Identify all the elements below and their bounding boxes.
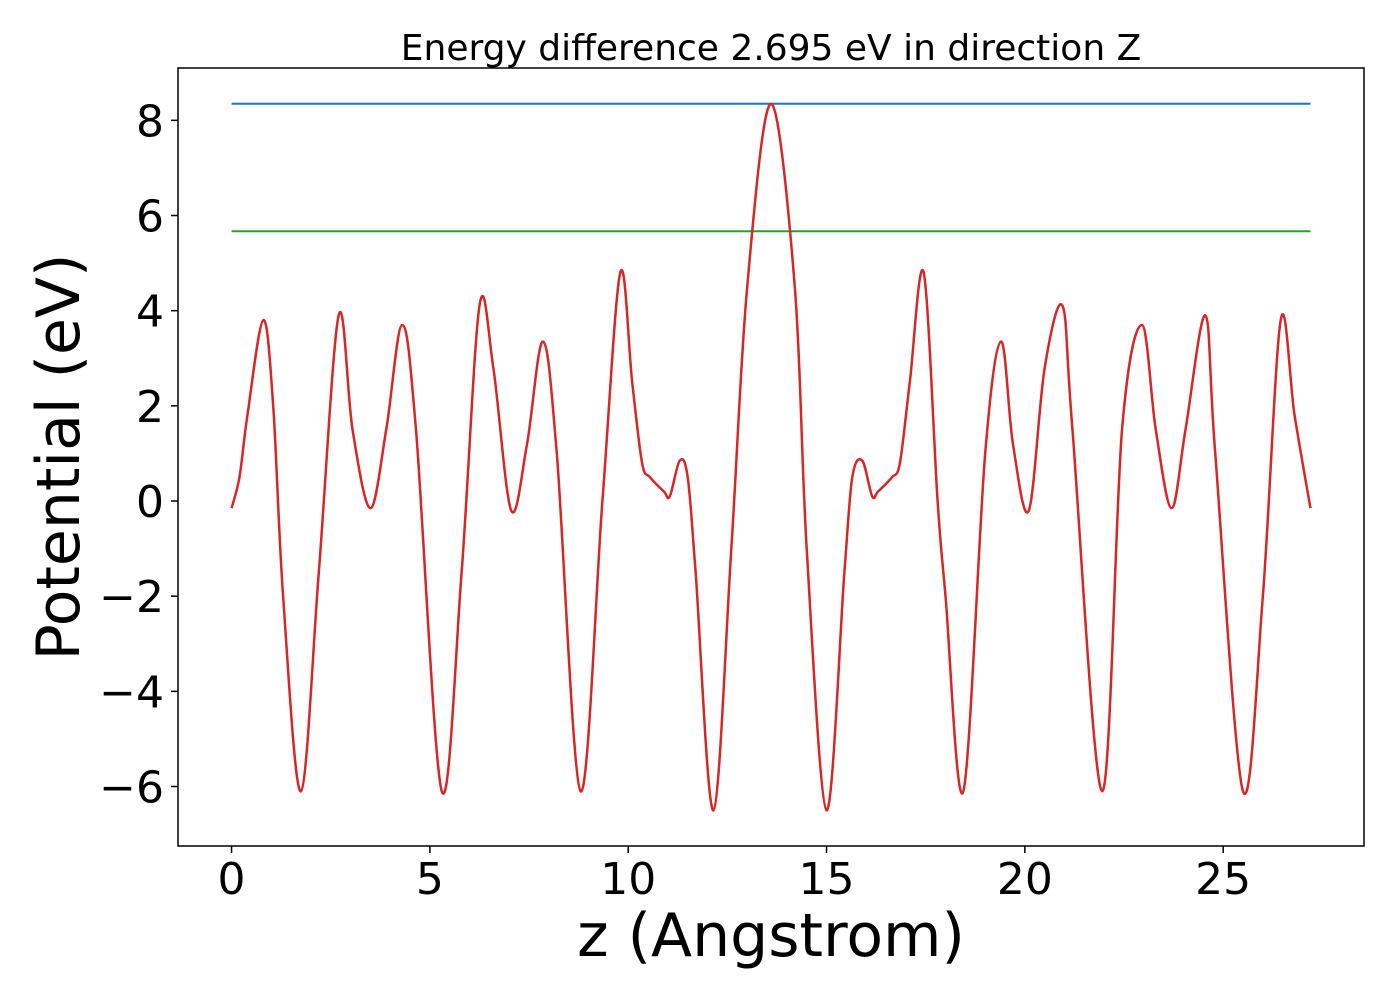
plot-frame [177,67,1365,847]
x-tick-label: 5 [416,854,444,905]
y-tick-label: 8 [136,96,164,147]
x-tick-label: 10 [600,854,656,905]
plot-area [230,102,1312,812]
y-tick-label: −4 [99,667,164,718]
y-tick-label: 4 [136,287,164,338]
y-tick-label: 2 [136,382,164,433]
chart-title: Energy difference 2.695 eV in direction … [401,28,1142,69]
y-tick-label: −6 [99,763,164,814]
x-tick-label: 20 [997,854,1053,905]
x-tick-label: 0 [218,854,246,905]
x-axis-label: z (Angstrom) [577,901,965,971]
y-tick-label: 6 [136,192,164,243]
y-tick-label: 0 [136,477,164,528]
y-axis: 8 6 4 2 0 −2 −4 −6 [99,96,178,814]
x-tick-label: 25 [1195,854,1251,905]
x-axis: 0 5 10 15 20 25 [218,846,1251,905]
potential-curve [230,102,1312,812]
y-axis-label: Potential (eV) [24,254,94,661]
x-tick-label: 15 [799,854,855,905]
y-tick-label: −2 [99,572,164,623]
